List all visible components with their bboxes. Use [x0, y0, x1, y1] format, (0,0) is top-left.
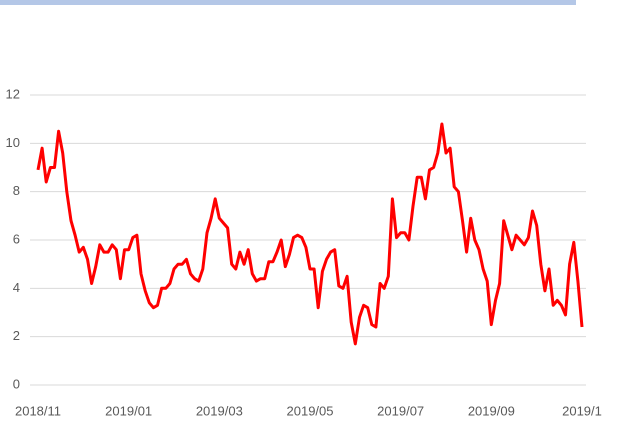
x-tick-label: 2019/05 — [287, 403, 334, 418]
data-line — [36, 122, 584, 346]
y-tick-label: 12 — [6, 86, 20, 101]
x-tick-label: 2019/01 — [105, 403, 152, 418]
y-tick-label: 4 — [13, 280, 20, 295]
x-tick-label: 2019/09 — [468, 403, 515, 418]
y-tick-label: 6 — [13, 231, 20, 246]
x-tick-label: 2019/1 — [562, 403, 602, 418]
y-tick-label: 8 — [13, 183, 20, 198]
x-tick-label: 2019/07 — [377, 403, 424, 418]
y-tick-label: 2 — [13, 328, 20, 343]
x-tick-label: 2019/03 — [196, 403, 243, 418]
y-tick-label: 10 — [6, 135, 20, 150]
y-tick-label: 0 — [13, 376, 20, 391]
x-tick-label: 2018/11 — [15, 403, 61, 418]
header-bar — [0, 0, 576, 5]
